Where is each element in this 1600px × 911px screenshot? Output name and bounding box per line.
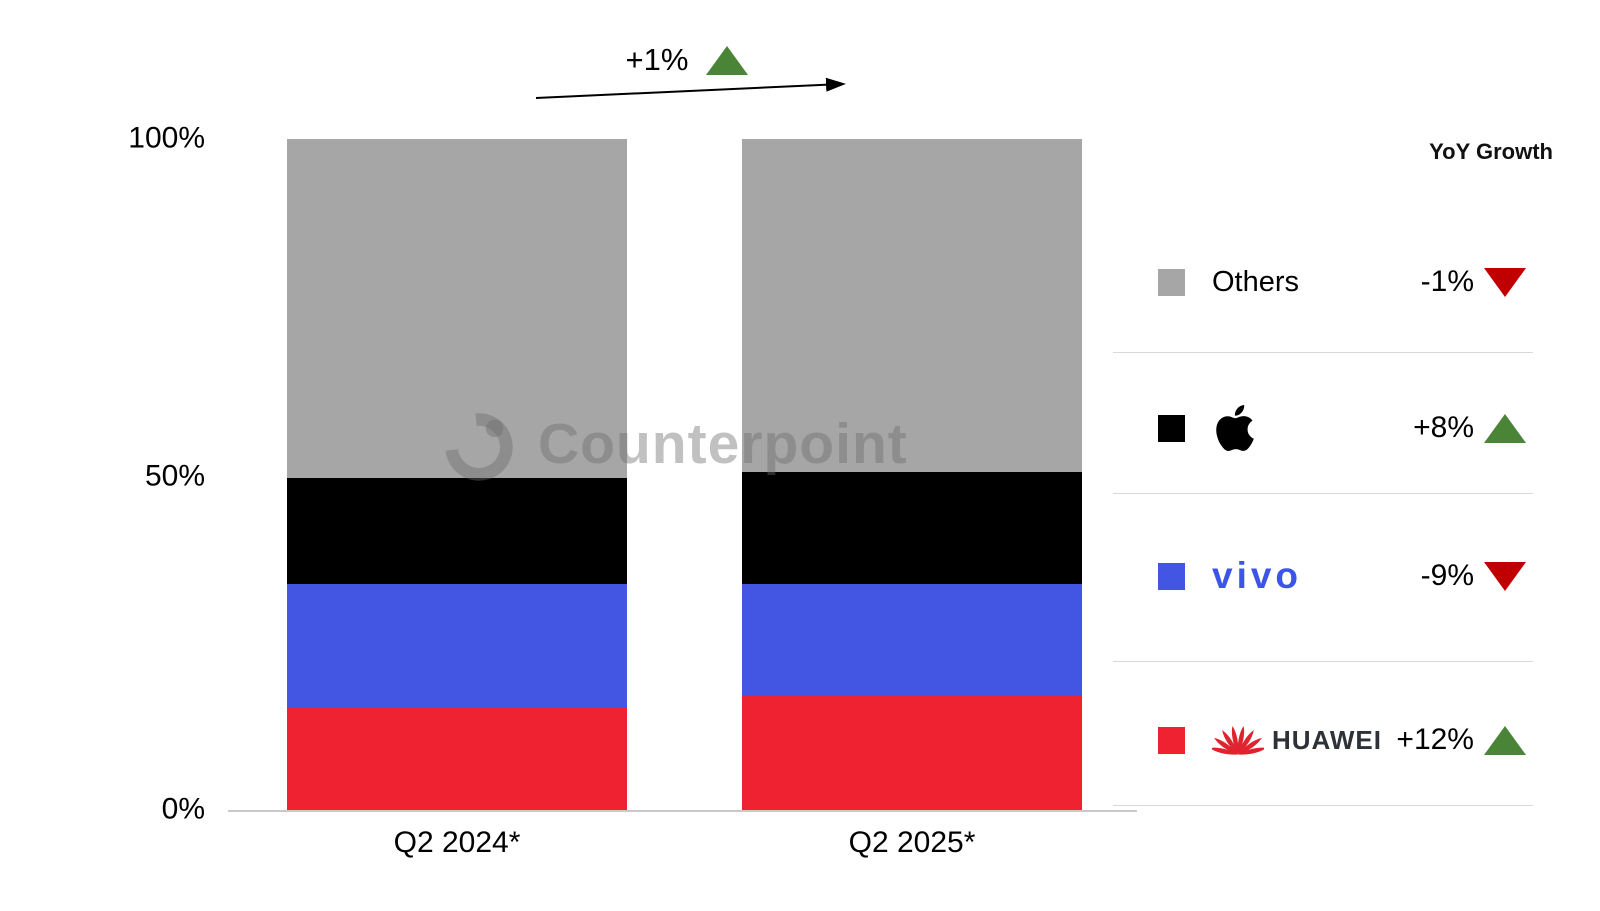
legend-row-huawei: HUAWEI +12% xyxy=(1113,710,1553,770)
bar-segment-vivo xyxy=(742,583,1082,696)
bar-segment-vivo xyxy=(287,583,627,707)
trend-down-icon xyxy=(1484,267,1526,297)
huawei-flower-icon xyxy=(1212,725,1264,755)
bar-segment-huawei xyxy=(742,695,1082,810)
legend-row-others: Others -1% xyxy=(1113,252,1553,312)
apple-yoy-value: +8% xyxy=(1413,411,1474,444)
trend-up-icon xyxy=(706,46,748,75)
legend-divider xyxy=(1113,493,1533,494)
stacked-bar-q2-2025 xyxy=(742,139,1082,810)
ytick-0: 0% xyxy=(161,792,205,826)
legend-row-apple: +8% xyxy=(1113,398,1553,458)
others-swatch xyxy=(1158,268,1185,296)
huawei-wordmark: HUAWEI xyxy=(1272,724,1382,755)
legend-divider xyxy=(1113,661,1533,662)
xlabel-q2-2024: Q2 2024* xyxy=(393,826,521,859)
trend-up-icon xyxy=(1484,413,1526,443)
trend-up-icon xyxy=(1484,725,1526,755)
bar-segment-apple xyxy=(742,471,1082,584)
bar-segment-huawei xyxy=(287,706,627,810)
others-yoy-value: -1% xyxy=(1420,265,1474,298)
ytick-100: 100% xyxy=(128,121,205,155)
vivo-yoy-value: -9% xyxy=(1420,559,1474,592)
bar-segment-others xyxy=(742,139,1082,472)
stacked-bar-q2-2024 xyxy=(287,139,627,810)
total-growth-label: +1% xyxy=(625,42,689,77)
vivo-logo: vivo xyxy=(1212,555,1303,596)
others-label: Others xyxy=(1212,265,1300,298)
huawei-yoy-value: +12% xyxy=(1396,723,1474,756)
xlabel-q2-2025: Q2 2025* xyxy=(848,826,976,859)
yoy-growth-header: YoY Growth xyxy=(1429,139,1553,164)
bar-segment-others xyxy=(287,139,627,478)
apple-swatch xyxy=(1158,414,1185,442)
trend-down-icon xyxy=(1484,561,1526,591)
legend-divider xyxy=(1113,805,1533,806)
legend-row-vivo: vivo -9% xyxy=(1113,546,1553,606)
apple-logo-icon xyxy=(1212,403,1258,453)
legend: YoY Growth Others -1% +8% vivo -9% xyxy=(1113,0,1553,911)
ytick-50: 50% xyxy=(144,459,205,493)
bar-segment-apple xyxy=(287,477,627,584)
legend-divider xyxy=(1113,352,1533,353)
growth-arrow-icon xyxy=(528,76,858,109)
vivo-swatch xyxy=(1158,562,1185,590)
x-axis-line xyxy=(228,810,1137,812)
huawei-swatch xyxy=(1158,726,1185,754)
